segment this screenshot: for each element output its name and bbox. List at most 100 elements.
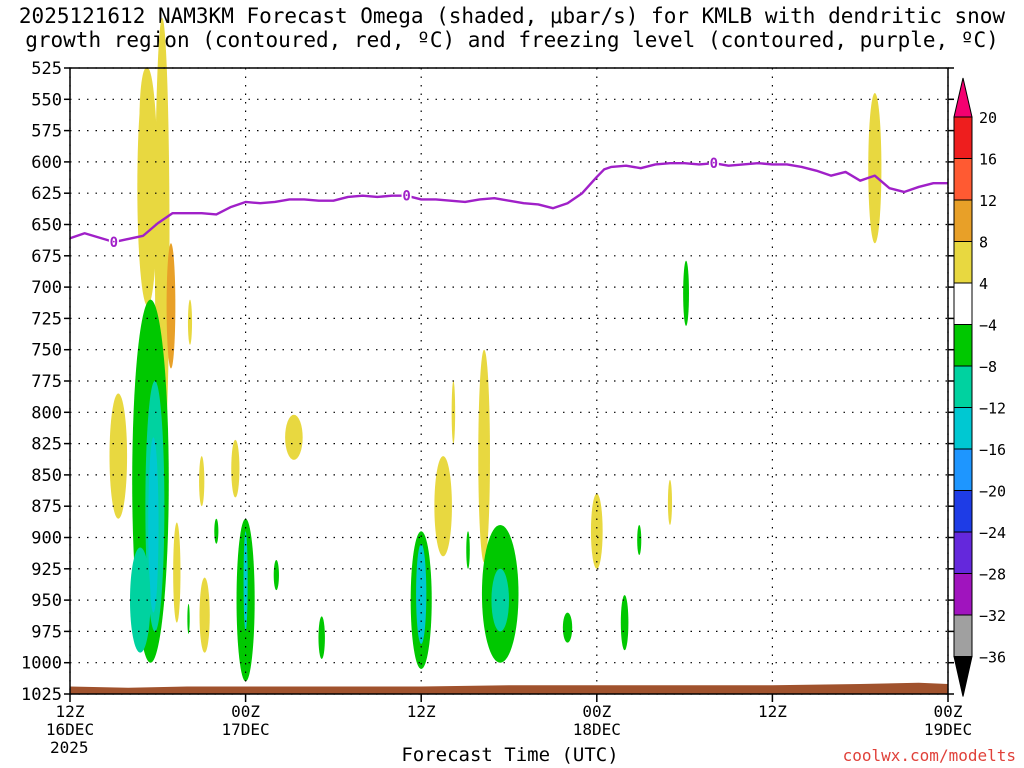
x-tick-label: 00Z xyxy=(934,702,963,721)
colorbar-swatch xyxy=(953,407,973,450)
colorbar-swatch xyxy=(953,282,973,325)
x-tick-date: 19DEC xyxy=(924,720,972,739)
omega-region xyxy=(478,349,490,563)
omega-region xyxy=(273,560,279,591)
colorbar-swatch xyxy=(953,531,973,574)
y-tick-label: 975 xyxy=(31,622,62,642)
y-tick-label: 850 xyxy=(31,466,62,486)
y-tick-label: 900 xyxy=(31,529,62,549)
omega-region xyxy=(199,456,205,507)
colorbar-swatch xyxy=(953,116,973,159)
omega-region xyxy=(683,260,689,326)
colorbar-label: −16 xyxy=(979,441,1006,459)
freezing-label-bg xyxy=(708,155,719,171)
omega-region xyxy=(199,577,210,653)
x-tick-date: 18DEC xyxy=(573,720,621,739)
omega-region xyxy=(137,68,158,306)
y-tick-label: 725 xyxy=(31,309,62,329)
colorbar-label: 20 xyxy=(979,109,997,127)
x-axis-title: Forecast Time (UTC) xyxy=(401,744,619,766)
freezing-level-label: 0 xyxy=(402,189,410,205)
freezing-level-label: 0 xyxy=(110,235,118,251)
y-tick-label: 800 xyxy=(31,403,62,423)
colorbar-swatch xyxy=(953,490,973,533)
y-tick-label: 775 xyxy=(31,372,62,392)
omega-region xyxy=(187,603,190,634)
chart-title-line1: 2025121612 NAM3KM Forecast Omega (shaded… xyxy=(18,4,1006,28)
freezing-label-bg xyxy=(108,234,119,250)
omega-region xyxy=(231,439,240,498)
colorbar-label: 16 xyxy=(979,151,997,169)
omega-region xyxy=(187,299,193,345)
omega-region xyxy=(318,616,325,659)
x-tick-date: 16DEC xyxy=(46,720,94,739)
omega-region xyxy=(109,393,128,519)
omega-region xyxy=(416,543,427,644)
x-tick-label: 00Z xyxy=(231,702,260,721)
y-tick-label: 600 xyxy=(31,153,62,173)
y-tick-label: 925 xyxy=(31,560,62,580)
y-tick-label: 575 xyxy=(31,122,62,142)
freezing-label-bg xyxy=(401,187,412,203)
x-tick-year: 2025 xyxy=(50,738,89,757)
omega-region xyxy=(562,612,573,643)
ground-layer xyxy=(70,682,948,694)
x-tick-label: 00Z xyxy=(582,702,611,721)
colorbar-swatch xyxy=(953,199,973,242)
colorbar-label: −24 xyxy=(979,524,1006,542)
y-tick-label: 525 xyxy=(31,59,62,79)
omega-region xyxy=(166,243,176,369)
x-tick-label: 12Z xyxy=(407,702,436,721)
colorbar-swatch xyxy=(953,324,973,367)
freezing-level-label: 0 xyxy=(710,156,718,172)
colorbar-label: −4 xyxy=(979,317,997,335)
colorbar: 20 16 12 8 4 −4 −8 −12 −16 −20 −24 −28 −32 −36 xyxy=(953,77,1006,697)
y-tick-label: 875 xyxy=(31,497,62,517)
omega-region xyxy=(491,568,509,632)
y-tick-label: 1000 xyxy=(21,654,62,674)
omega-region xyxy=(620,595,629,651)
colorbar-label: −20 xyxy=(979,483,1006,501)
chart-title-line2: growth region (contoured, red, ºC) and f… xyxy=(25,28,999,52)
colorbar-top-arrow xyxy=(953,77,973,118)
omega-region xyxy=(129,547,151,653)
colorbar-label: 4 xyxy=(979,275,988,293)
y-tick-label: 625 xyxy=(31,184,62,204)
omega-region xyxy=(637,524,642,556)
y-tick-label: 650 xyxy=(31,216,62,236)
colorbar-label: −28 xyxy=(979,566,1006,584)
x-tick-date: 17DEC xyxy=(222,720,270,739)
y-tick-label: 750 xyxy=(31,341,62,361)
colorbar-label: −36 xyxy=(979,649,1006,667)
colorbar-swatch xyxy=(953,365,973,408)
omega-region xyxy=(868,93,882,244)
colorbar-swatch xyxy=(953,158,973,201)
colorbar-label: 12 xyxy=(979,192,997,210)
ground-area xyxy=(70,682,948,694)
omega-region xyxy=(173,522,181,623)
omega-region xyxy=(466,531,470,569)
chart-title: 2025121612 NAM3KM Forecast Omega (shaded… xyxy=(0,4,1024,52)
colorbar-bottom-arrow xyxy=(953,656,973,697)
freezing-level-line xyxy=(69,161,948,244)
y-tick-label: 950 xyxy=(31,591,62,611)
omega-shading xyxy=(109,17,882,682)
x-tick-label: 12Z xyxy=(758,702,787,721)
omega-region xyxy=(285,414,303,460)
omega-region xyxy=(667,479,673,525)
y-tick-label: 825 xyxy=(31,435,62,455)
colorbar-label: −12 xyxy=(979,400,1006,418)
y-tick-label: 675 xyxy=(31,247,62,267)
omega-region xyxy=(243,531,248,632)
colorbar-label: −32 xyxy=(979,607,1006,625)
y-tick-label: 550 xyxy=(31,90,62,110)
colorbar-label: −8 xyxy=(979,358,997,376)
freezing-level: 0 0 0 xyxy=(69,155,948,251)
colorbar-swatch xyxy=(953,448,973,491)
credit-text: coolwx.com/modelts xyxy=(842,746,1016,765)
y-axis: 525 550 575 600 625 650 675 700 725 750 775 800 825 8… xyxy=(21,59,954,705)
omega-region xyxy=(590,493,603,569)
colorbar-swatch xyxy=(953,573,973,616)
